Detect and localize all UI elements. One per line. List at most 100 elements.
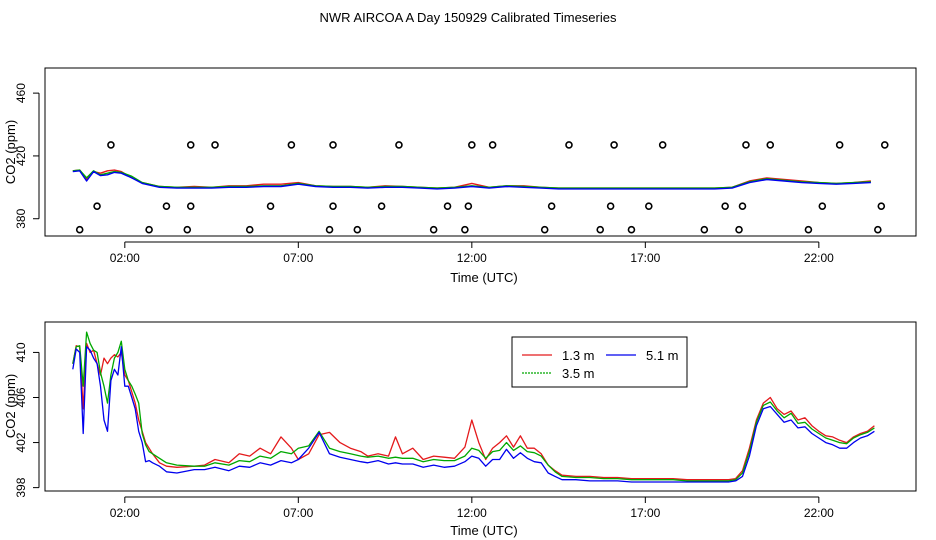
legend-label-5-1m: 5.1 m (646, 348, 679, 363)
y-tick-label: 398 (14, 477, 28, 497)
x-tick-label: 12:00 (457, 251, 487, 265)
calibration-point (880, 141, 889, 149)
calibration-point (395, 141, 403, 149)
calibration-point (861, 51, 867, 57)
calibration-point (222, 51, 228, 57)
calibration-point (461, 225, 469, 234)
calibration-point (874, 225, 882, 234)
calibration-point (788, 51, 794, 57)
calibration-point (700, 225, 709, 234)
calibration-point (721, 202, 729, 210)
calibration-point (738, 202, 747, 210)
calibration-point (93, 202, 101, 210)
top-panel: 02:00 07:00 12:00 17:00 22:00 380 420 460 Time… (3, 51, 917, 285)
calibration-point (596, 225, 605, 234)
calibration-point (186, 202, 195, 210)
calibration-point (329, 141, 337, 149)
calibration-point (684, 51, 690, 57)
calibration-point (818, 202, 827, 210)
bottom-plot-frame (44, 321, 917, 492)
series-line-5-1-m (72, 170, 871, 190)
series-group (72, 51, 889, 234)
calibration-point (658, 141, 667, 149)
calibration-point (186, 141, 195, 149)
bottom-x-axis-label: Time (UTC) (450, 523, 517, 538)
calibration-point (377, 202, 386, 210)
calibration-point (804, 225, 813, 234)
calibration-point (766, 141, 775, 149)
x-tick-label: 02:00 (110, 251, 140, 265)
x-tick-label: 02:00 (110, 506, 140, 520)
top-x-ticks: 02:00 07:00 12:00 17:00 22:00 (110, 241, 834, 265)
x-tick-label: 12:00 (457, 506, 487, 520)
calibration-point (183, 225, 192, 234)
bottom-axes: 02:00 07:00 12:00 17:00 22:00 398 402 406 410 T… (3, 342, 834, 538)
top-axes: 02:00 07:00 12:00 17:00 22:00 380 420 460 Time… (3, 83, 834, 285)
series-group (72, 331, 875, 483)
figure-title: NWR AIRCOA A Day 150929 Calibrated Times… (320, 10, 617, 25)
calibration-point (540, 225, 549, 234)
calibration-point (125, 51, 131, 57)
y-tick-label: 406 (14, 387, 28, 407)
legend-label-1-3m: 1.3 m (562, 348, 595, 363)
x-tick-label: 17:00 (630, 251, 660, 265)
calibration-point (882, 51, 888, 57)
top-x-axis-label: Time (UTC) (450, 270, 517, 285)
x-tick-label: 07:00 (283, 251, 313, 265)
calibration-point (443, 202, 452, 210)
bottom-x-ticks: 02:00 07:00 12:00 17:00 22:00 (110, 496, 834, 520)
calibration-point (645, 202, 653, 210)
calibration-point (877, 202, 886, 210)
x-tick-label: 22:00 (804, 251, 834, 265)
calibration-point (429, 225, 438, 234)
x-tick-label: 17:00 (630, 506, 660, 520)
calibration-point (211, 141, 219, 149)
calibration-point (835, 141, 844, 149)
calibration-point (488, 141, 497, 149)
x-tick-label: 07:00 (283, 506, 313, 520)
top-y-ticks: 380 420 460 (14, 83, 40, 229)
calibration-point (606, 202, 615, 210)
bottom-panel: 02:00 07:00 12:00 17:00 22:00 398 402 406 410 T… (3, 321, 917, 538)
calibration-point (742, 141, 750, 149)
calibration-point (510, 51, 516, 57)
calibration-point (627, 225, 636, 234)
calibration-point (469, 51, 475, 57)
calibration-point (145, 225, 153, 234)
calibration-point (75, 225, 84, 234)
series-line-1-3-m (72, 342, 875, 481)
y-tick-label: 380 (14, 208, 28, 228)
top-plot-area (72, 51, 889, 234)
calibration-point (406, 51, 412, 57)
calibration-point (266, 202, 275, 210)
calibration-point (329, 202, 337, 210)
y-tick-label: 402 (14, 432, 28, 452)
calibration-point (547, 202, 556, 210)
calibration-point (580, 51, 586, 57)
bottom-y-axis-label: CO2 (ppm) (3, 374, 18, 438)
bottom-y-ticks: 398 402 406 410 (14, 342, 40, 498)
calibration-point (107, 141, 115, 149)
legend-label-3-5m: 3.5 m (562, 366, 595, 381)
calibration-point (333, 51, 339, 57)
calibration-point (735, 225, 743, 234)
calibration-point (309, 51, 315, 57)
calibration-point (610, 141, 618, 149)
calibration-point (245, 225, 254, 234)
calibration-point (615, 51, 621, 57)
top-y-axis-label: CO2 (ppm) (3, 120, 18, 184)
series-line-3-5-m (72, 169, 871, 189)
calibration-point (325, 225, 334, 234)
series-line-3-5-m (72, 331, 875, 482)
calibration-point (565, 141, 573, 149)
legend: 1.3 m 5.1 m 3.5 m (511, 336, 688, 388)
calibration-point (287, 141, 296, 149)
calibration-point (464, 202, 473, 210)
series-line-5-1-m (72, 346, 875, 483)
calibration-point (191, 51, 197, 57)
calibration-point (746, 51, 752, 57)
y-tick-label: 460 (14, 83, 28, 103)
calibration-point (353, 225, 362, 234)
legend-box (511, 336, 688, 388)
